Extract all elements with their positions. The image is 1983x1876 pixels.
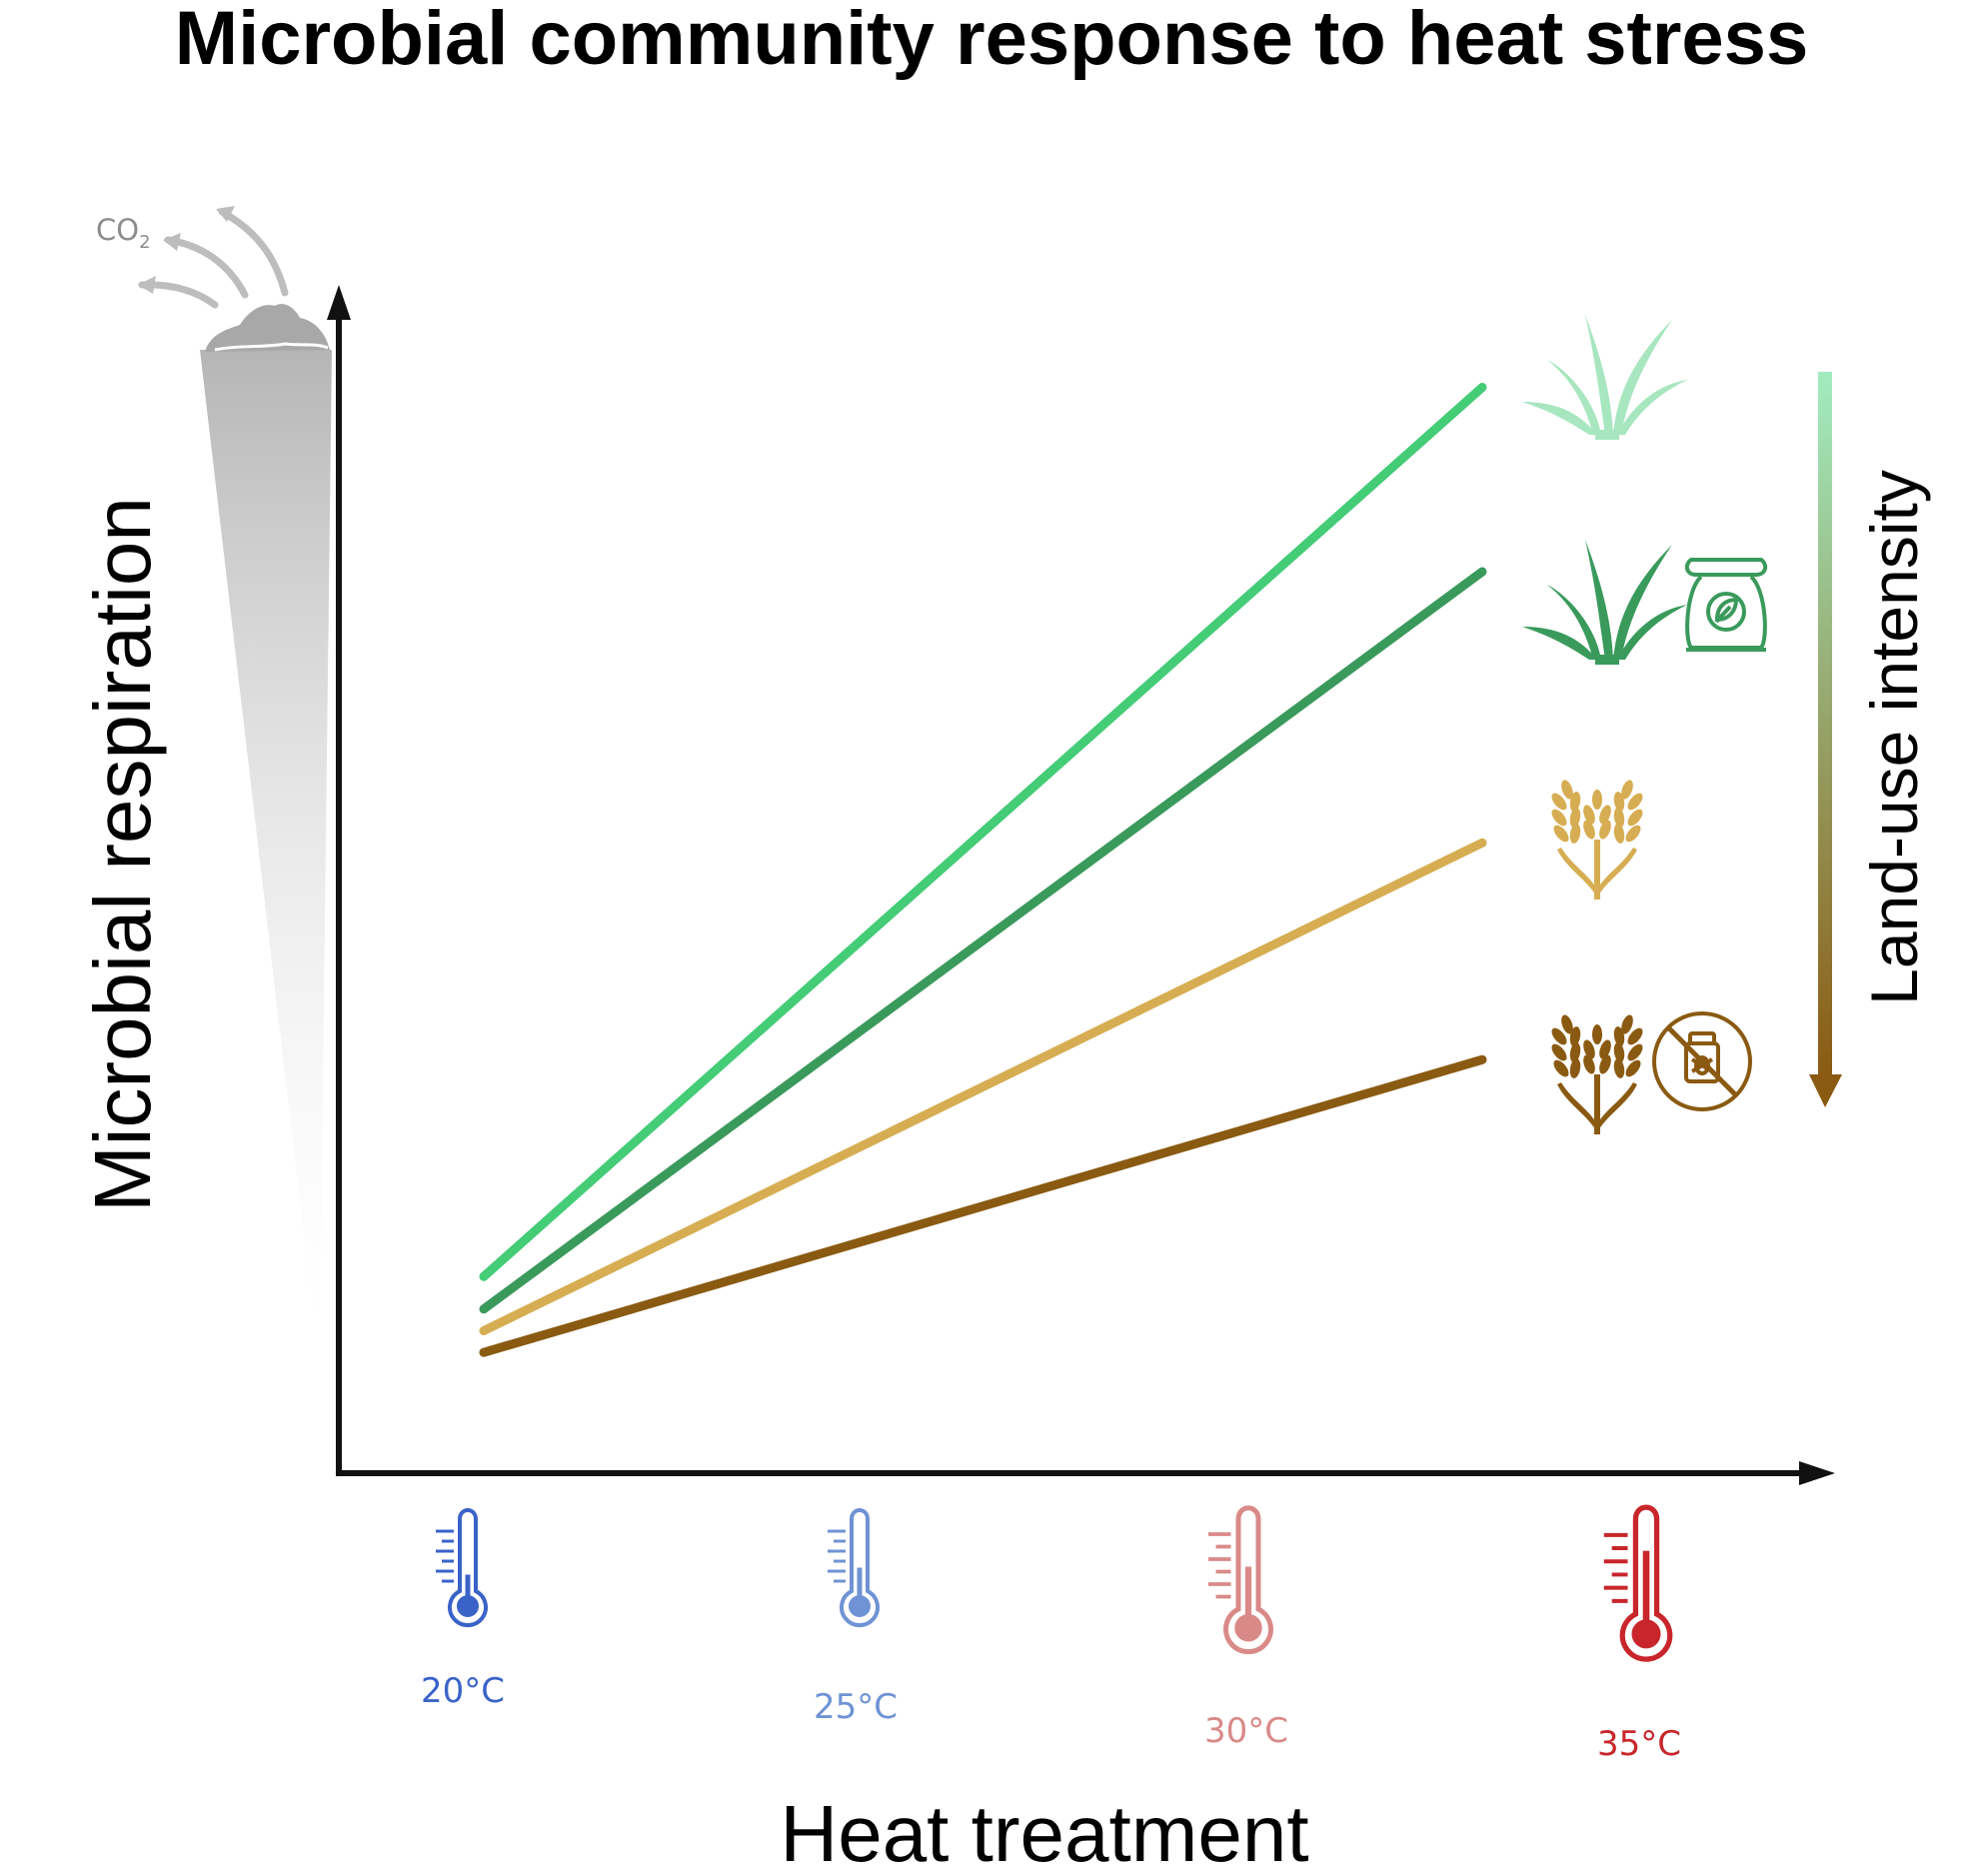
wheat-icon [1551, 780, 1643, 900]
fertilizer-bag-icon [1684, 558, 1768, 652]
y-axis-arrowhead [327, 285, 351, 320]
temperature-label-25: 25°C [814, 1687, 898, 1727]
series-line-2 [479, 567, 1487, 1314]
soil-pile-icon [205, 304, 330, 352]
gradient-bar [1818, 372, 1832, 1076]
series-line-1 [479, 383, 1487, 1281]
grass-icon [1522, 315, 1687, 440]
grass-icon [1522, 540, 1687, 665]
temperature-label-20: 20°C [421, 1671, 505, 1711]
co2-label: CO2 [96, 213, 151, 253]
y-axis-label: Microbial respiration [78, 497, 167, 1212]
no-pesticide-icon [1652, 1011, 1752, 1111]
series-line-4 [479, 1054, 1487, 1357]
land-use-gradient-arrow [1809, 372, 1842, 1107]
land-use-legend [1522, 315, 1768, 1134]
thermometer-icon [436, 1508, 488, 1628]
co2-arrows [138, 208, 289, 309]
x-axis-label: Heat treatment [780, 1789, 1308, 1876]
gradient-arrowhead [1809, 1074, 1842, 1107]
axes [327, 285, 1835, 1485]
temperature-icons [436, 1504, 1673, 1662]
thermometer-icon [828, 1508, 880, 1628]
series-lines [479, 383, 1487, 1357]
thermometer-icon [1208, 1505, 1273, 1655]
wheat-icon [1551, 1014, 1643, 1134]
thermometer-icon [1603, 1504, 1673, 1662]
temperature-label-30: 30°C [1204, 1711, 1288, 1751]
soil-beam [200, 350, 332, 1329]
figure-title: Microbial community response to heat str… [175, 0, 1808, 81]
temperature-label-35: 35°C [1597, 1724, 1681, 1764]
soil-respiration-illustration: CO2 [96, 206, 332, 1329]
series-line-3 [479, 838, 1487, 1335]
land-use-intensity-label: Land-use intensity [1857, 470, 1931, 1005]
x-axis-arrowhead [1799, 1461, 1835, 1485]
soil-surface-highlight [214, 342, 329, 352]
